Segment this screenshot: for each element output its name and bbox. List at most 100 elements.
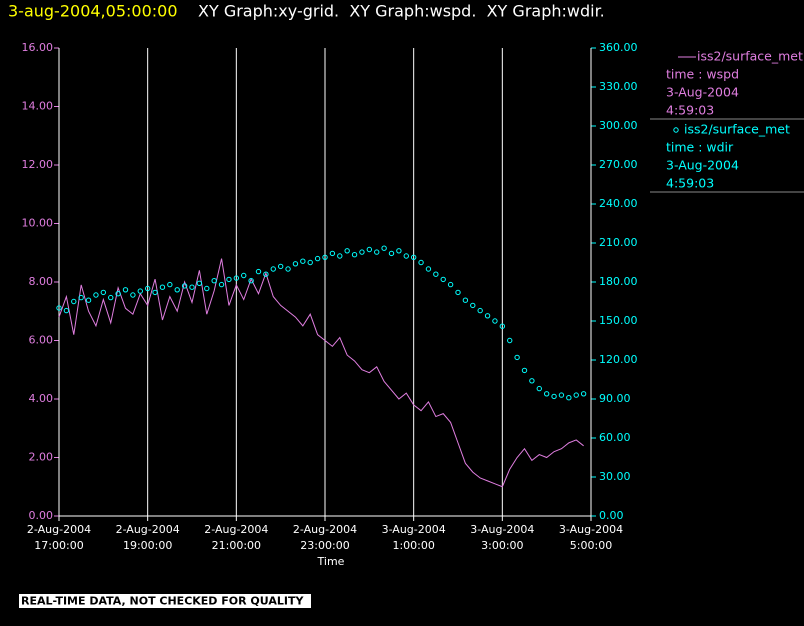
y-tick-label: 10.00 xyxy=(22,217,54,230)
y-tick-label: 12.00 xyxy=(22,158,54,171)
x-tick-label: 3:00:00 xyxy=(481,539,523,552)
wdir-point xyxy=(130,292,136,298)
wdir-point xyxy=(396,248,402,254)
y-tick-label: 4.00 xyxy=(29,392,54,405)
wdir-point xyxy=(307,259,313,266)
wdir-point xyxy=(410,254,417,260)
wdir-point xyxy=(93,292,99,298)
wdir-point xyxy=(470,302,476,309)
y-tick-label: 8.00 xyxy=(29,275,54,288)
y-tick-label: 6.00 xyxy=(29,334,54,347)
y2-tick-label: 120.00 xyxy=(599,353,638,366)
legend-detail: 4:59:03 xyxy=(666,103,714,118)
wdir-point xyxy=(181,283,188,289)
legend-swatch xyxy=(673,127,679,133)
wdir-point xyxy=(499,323,506,329)
x-tick-label: 2-Aug-2004 xyxy=(116,523,180,536)
wdir-point xyxy=(374,249,380,255)
wdir-point xyxy=(63,307,70,314)
wdir-point xyxy=(440,276,446,283)
y2-tick-label: 240.00 xyxy=(599,197,638,210)
y2-tick-label: 360.00 xyxy=(599,41,638,54)
wdir-point xyxy=(108,294,114,301)
x-tick-label: 3-Aug-2004 xyxy=(470,523,534,536)
y2-tick-label: 30.00 xyxy=(599,470,631,483)
x-tick-label: 2-Aug-2004 xyxy=(293,523,357,536)
wdir-point xyxy=(292,261,299,267)
x-tick-label: 17:00:00 xyxy=(34,539,83,552)
wdir-point xyxy=(204,285,210,292)
wdir-point xyxy=(152,289,158,296)
wdir-point xyxy=(455,289,461,296)
wdir-point xyxy=(78,294,84,301)
wdir-point xyxy=(263,271,269,277)
timestamp: 3-aug-2004,05:00:00 xyxy=(8,2,178,21)
legend-entry: iss2/surface_met xyxy=(697,49,803,64)
x-tick-label: 3-Aug-2004 xyxy=(382,523,446,536)
wdir-point xyxy=(566,395,572,401)
y2-tick-label: 180.00 xyxy=(599,275,638,288)
wdir-point xyxy=(85,297,92,303)
wdir-point xyxy=(329,250,336,257)
y2-tick-label: 270.00 xyxy=(599,158,638,171)
y2-tick-label: 60.00 xyxy=(599,431,631,444)
y2-tick-label: 90.00 xyxy=(599,392,631,405)
wdir-point xyxy=(233,275,240,281)
y2-tick-label: 210.00 xyxy=(599,236,638,249)
wdir-point xyxy=(514,354,520,361)
x-tick-label: 21:00:00 xyxy=(212,539,261,552)
wdir-point xyxy=(447,281,454,288)
y2-tick-label: 330.00 xyxy=(599,80,638,93)
wdir-point xyxy=(344,248,350,254)
wspd-line xyxy=(58,258,584,488)
wdir-point xyxy=(543,391,550,397)
legend-detail: 3-Aug-2004 xyxy=(666,85,739,100)
wdir-point xyxy=(536,385,542,392)
wdir-point xyxy=(285,266,291,272)
wdir-point xyxy=(167,281,173,288)
wdir-point xyxy=(366,246,373,253)
wdir-point xyxy=(418,259,424,266)
y-tick-label: 2.00 xyxy=(29,451,54,464)
wdir-point xyxy=(433,271,439,277)
wdir-point xyxy=(100,289,107,296)
y-tick-label: 0.00 xyxy=(29,509,54,522)
legend-detail: time : wspd xyxy=(666,67,739,82)
x-axis-label: Time xyxy=(317,555,345,568)
wdir-point xyxy=(529,378,535,384)
wdir-point xyxy=(248,278,254,284)
wdir-point xyxy=(507,337,513,344)
footer-box xyxy=(19,594,311,608)
wdir-point xyxy=(159,284,166,290)
wdir-point xyxy=(196,280,203,286)
wdir-point xyxy=(403,253,409,259)
y2-tick-label: 0.00 xyxy=(599,509,624,522)
wdir-point xyxy=(277,263,284,270)
wdir-point xyxy=(226,276,232,283)
legend-entry: iss2/surface_met xyxy=(684,122,790,137)
wdir-point xyxy=(322,254,328,260)
wdir-point xyxy=(241,272,247,279)
legend-detail: 4:59:03 xyxy=(666,176,714,191)
wdir-point xyxy=(144,285,151,292)
wdir-point xyxy=(551,393,557,400)
wdir-point xyxy=(351,252,358,258)
y2-tick-label: 300.00 xyxy=(599,119,638,132)
wdir-point xyxy=(580,391,587,397)
wdir-point xyxy=(115,291,121,297)
wdir-point xyxy=(381,245,387,251)
wdir-point xyxy=(521,367,528,374)
x-tick-label: 5:00:00 xyxy=(570,539,612,552)
wdir-point xyxy=(359,249,365,255)
x-tick-label: 23:00:00 xyxy=(300,539,349,552)
wdir-point xyxy=(558,392,565,398)
wdir-point xyxy=(425,266,432,272)
wdir-point xyxy=(174,287,180,293)
wdir-point xyxy=(137,288,143,294)
wdir-point xyxy=(388,250,395,257)
wdir-point xyxy=(211,278,217,284)
y2-tick-label: 150.00 xyxy=(599,314,638,327)
wdir-point xyxy=(56,305,62,311)
